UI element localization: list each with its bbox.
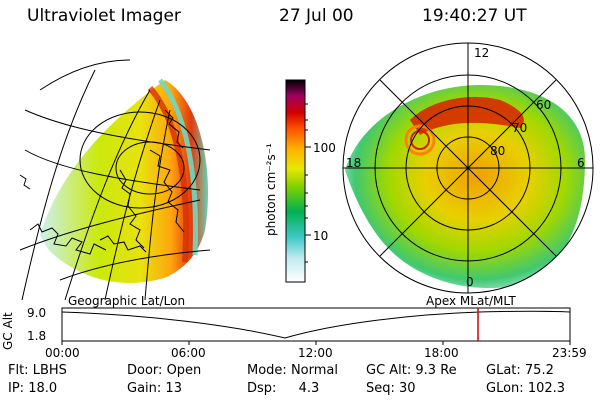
status-glat: GLat: 75.2 bbox=[486, 363, 554, 378]
colorbar bbox=[285, 79, 311, 283]
time: 19:40:27 UT bbox=[422, 6, 527, 26]
time-tick-4: 23:59 bbox=[552, 346, 587, 360]
time-tick-2: 12:00 bbox=[298, 346, 333, 360]
geographic-caption: Geographic Lat/Lon bbox=[68, 294, 186, 308]
altitude-plot bbox=[61, 307, 571, 345]
geographic-image bbox=[19, 59, 211, 301]
date: 27 Jul 00 bbox=[279, 6, 354, 26]
status-glon: GLon: 102.3 bbox=[486, 381, 566, 396]
mlt-label-0: 0 bbox=[466, 275, 474, 289]
status-flt: Flt: LBHS bbox=[8, 363, 67, 378]
alt-tick-low: 1.8 bbox=[27, 329, 47, 343]
time-tick-1: 06:00 bbox=[171, 346, 206, 360]
title: Ultraviolet Imager bbox=[27, 6, 181, 26]
mlt-label-6: 6 bbox=[577, 156, 585, 170]
status-door: Door: Open bbox=[127, 363, 202, 378]
mlat-label-70: 70 bbox=[512, 121, 528, 135]
status-mode: Mode: Normal bbox=[247, 363, 338, 378]
colorbar-unit-label: photon cm⁻²s⁻¹ bbox=[264, 143, 278, 236]
colorbar-tick-10: 10 bbox=[313, 229, 329, 243]
mlat-label-80: 80 bbox=[490, 144, 506, 158]
mlt-label-18: 18 bbox=[346, 156, 362, 170]
gc-alt-axis-label: GC Alt bbox=[1, 312, 15, 350]
time-tick-0: 00:00 bbox=[45, 346, 80, 360]
status-gain: Gain: 13 bbox=[127, 381, 182, 396]
colorbar-tick-100: 100 bbox=[313, 141, 336, 155]
apex-caption: Apex MLat/MLT bbox=[426, 294, 516, 308]
apex-polar-image bbox=[342, 42, 594, 294]
time-tick-3: 18:00 bbox=[424, 346, 459, 360]
status-gc-alt: GC Alt: 9.3 Re bbox=[366, 363, 457, 378]
status-dsp: Dsp: 4.3 bbox=[247, 381, 320, 396]
alt-tick-high: 9.0 bbox=[27, 306, 47, 320]
mlat-label-60: 60 bbox=[536, 98, 552, 112]
mlt-label-12: 12 bbox=[474, 46, 490, 60]
status-seq: Seq: 30 bbox=[366, 381, 416, 396]
status-ip: IP: 18.0 bbox=[8, 381, 58, 396]
